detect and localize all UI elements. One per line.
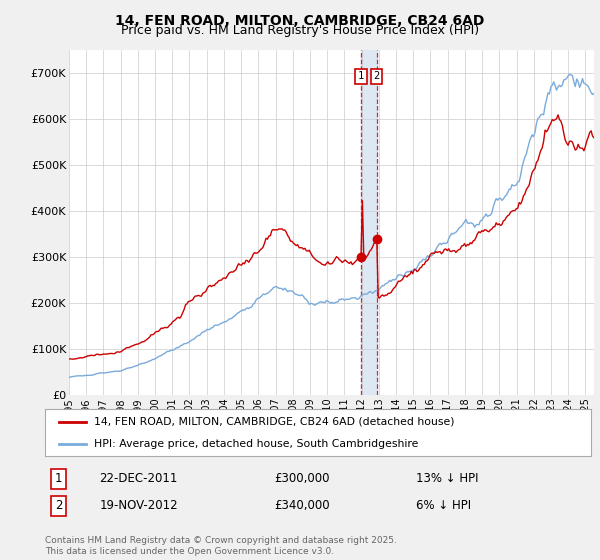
Text: 1: 1 (55, 472, 62, 486)
Text: 22-DEC-2011: 22-DEC-2011 (100, 472, 178, 486)
Text: 2: 2 (55, 499, 62, 512)
Text: HPI: Average price, detached house, South Cambridgeshire: HPI: Average price, detached house, Sout… (94, 438, 419, 449)
Text: £300,000: £300,000 (274, 472, 330, 486)
Text: 14, FEN ROAD, MILTON, CAMBRIDGE, CB24 6AD: 14, FEN ROAD, MILTON, CAMBRIDGE, CB24 6A… (115, 14, 485, 28)
Text: 19-NOV-2012: 19-NOV-2012 (100, 499, 178, 512)
Text: £340,000: £340,000 (274, 499, 330, 512)
Text: 6% ↓ HPI: 6% ↓ HPI (416, 499, 472, 512)
Text: Price paid vs. HM Land Registry's House Price Index (HPI): Price paid vs. HM Land Registry's House … (121, 24, 479, 37)
Text: 14, FEN ROAD, MILTON, CAMBRIDGE, CB24 6AD (detached house): 14, FEN ROAD, MILTON, CAMBRIDGE, CB24 6A… (94, 417, 455, 427)
Text: Contains HM Land Registry data © Crown copyright and database right 2025.
This d: Contains HM Land Registry data © Crown c… (45, 536, 397, 556)
Text: 13% ↓ HPI: 13% ↓ HPI (416, 472, 479, 486)
Bar (361, 50, 377, 395)
Text: 2: 2 (374, 71, 380, 81)
Text: 1: 1 (358, 71, 364, 81)
